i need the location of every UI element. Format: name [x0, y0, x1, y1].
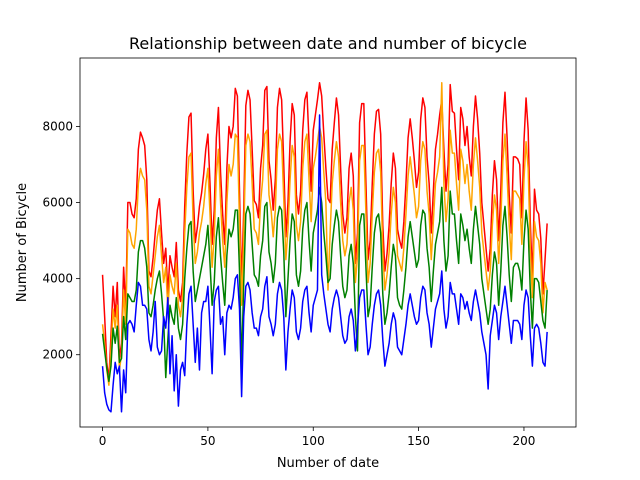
plot-frame: [79, 57, 577, 428]
y-tick-label: 6000: [42, 196, 73, 210]
x-axis-label: Number of date: [277, 456, 379, 471]
y-axis-ticks: 2000 4000 6000 8000: [42, 119, 80, 362]
y-tick-label: 4000: [42, 272, 73, 286]
chart-title: Relationship between date and number of …: [129, 34, 527, 53]
x-tick-label: 50: [200, 434, 215, 448]
x-tick-label: 100: [302, 434, 325, 448]
series-line-2: [101, 81, 548, 386]
series-line-1: [101, 81, 548, 381]
x-axis-ticks: 0 50 100 150 200: [99, 427, 536, 448]
x-tick-label: 150: [407, 434, 430, 448]
series-line-3: [101, 186, 548, 383]
series-line-4: [101, 114, 548, 413]
y-tick-label: 2000: [42, 348, 73, 362]
x-tick-label: 0: [99, 434, 107, 448]
series-layer: [101, 81, 548, 413]
x-tick-label: 200: [513, 434, 536, 448]
y-tick-label: 8000: [42, 119, 73, 133]
y-axis-label: Number of Bicycle: [15, 183, 30, 302]
